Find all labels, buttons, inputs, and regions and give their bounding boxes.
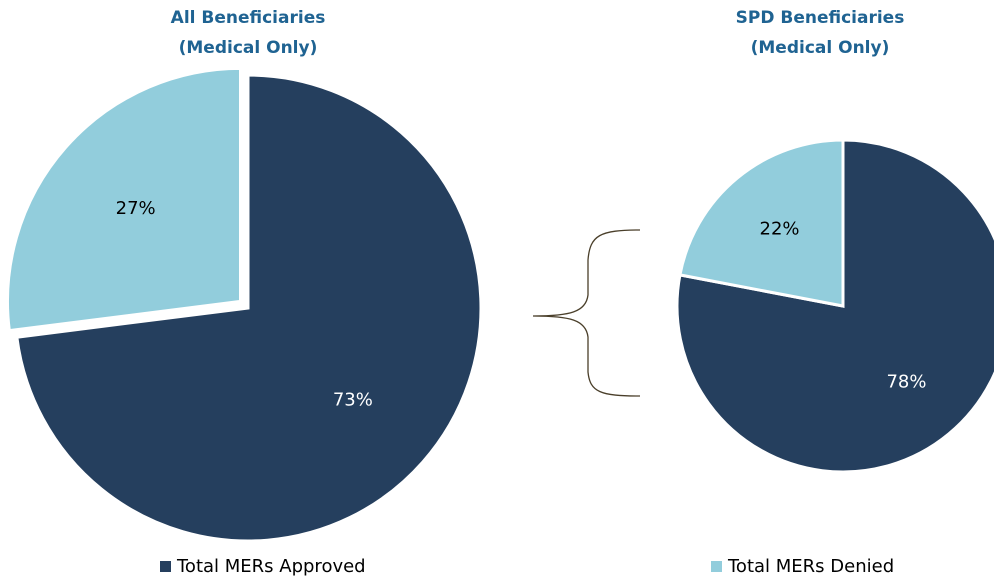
- chart-subtitle: (Medical Only): [751, 38, 890, 58]
- legend-label: Total MERs Approved: [176, 556, 366, 577]
- chart-subtitle: (Medical Only): [179, 38, 318, 58]
- pie-slice: [6, 66, 242, 333]
- chart-title: SPD Beneficiaries: [736, 8, 905, 28]
- slice-label: 27%: [116, 198, 156, 219]
- slice-label: 73%: [333, 389, 373, 410]
- slice-label: 22%: [760, 218, 800, 239]
- pie-slice: [678, 138, 845, 308]
- pie-slice: [15, 73, 483, 543]
- legend-swatch: [160, 561, 171, 572]
- slice-label: 78%: [886, 372, 926, 393]
- brace: [532, 229, 641, 397]
- legend-label: Total MERs Denied: [727, 556, 894, 577]
- chart-title: All Beneficiaries: [171, 8, 326, 28]
- legend-swatch: [711, 561, 722, 572]
